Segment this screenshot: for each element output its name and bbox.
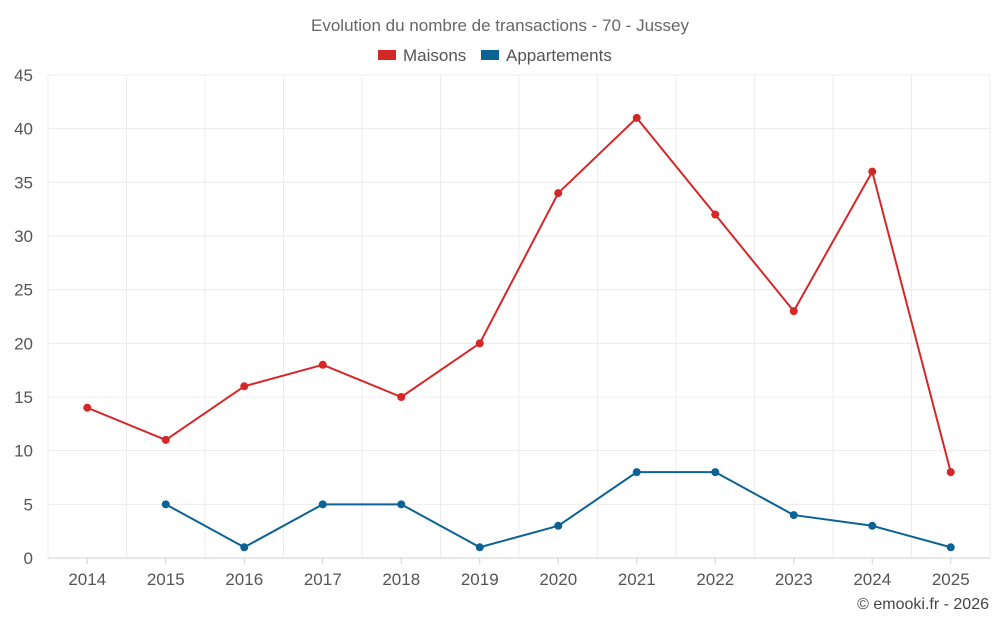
y-tick-label: 40 xyxy=(14,120,33,139)
legend-label-maisons[interactable]: Maisons xyxy=(403,46,466,65)
x-tick-label: 2021 xyxy=(618,570,656,589)
data-point-appartements[interactable] xyxy=(161,500,170,509)
legend-swatch-appartements xyxy=(481,50,499,60)
x-tick-label: 2025 xyxy=(932,570,970,589)
series-line-maisons xyxy=(86,116,952,473)
data-point-maisons[interactable] xyxy=(632,113,641,122)
data-point-maisons[interactable] xyxy=(240,382,249,391)
x-tick-label: 2022 xyxy=(696,570,734,589)
x-tick-label: 2015 xyxy=(147,570,185,589)
x-tick-label: 2017 xyxy=(304,570,342,589)
legend-label-appartements[interactable]: Appartements xyxy=(506,46,612,65)
legend-swatch-maisons xyxy=(378,50,396,60)
data-point-appartements[interactable] xyxy=(240,543,249,552)
y-tick-label: 35 xyxy=(14,173,33,192)
data-point-maisons[interactable] xyxy=(397,393,406,401)
data-point-appartements[interactable] xyxy=(318,500,327,509)
y-tick-label: 5 xyxy=(24,495,33,514)
y-tick-label: 25 xyxy=(14,281,33,300)
x-tick-label: 2018 xyxy=(382,570,420,589)
data-point-maisons[interactable] xyxy=(946,468,955,477)
data-point-appartements[interactable] xyxy=(397,500,406,509)
data-point-appartements[interactable] xyxy=(946,543,955,552)
data-point-appartements[interactable] xyxy=(711,468,720,477)
chart-title: Evolution du nombre de transactions - 70… xyxy=(311,16,689,35)
x-tick-label: 2024 xyxy=(853,570,891,589)
y-tick-label: 0 xyxy=(24,549,33,568)
y-tick-label: 45 xyxy=(14,66,33,85)
x-tick-label: 2016 xyxy=(225,570,263,589)
data-point-maisons[interactable] xyxy=(318,360,327,369)
grid xyxy=(47,74,991,559)
data-point-maisons[interactable] xyxy=(554,189,563,198)
data-point-appartements[interactable] xyxy=(554,521,563,530)
y-axis-ticks: 0 5 10 15 20 25 30 35 40 45 xyxy=(14,66,33,568)
y-tick-label: 30 xyxy=(14,227,33,246)
x-tick-label: 2014 xyxy=(68,570,106,589)
data-point-maisons[interactable] xyxy=(789,307,798,316)
data-point-appartements[interactable] xyxy=(632,468,641,477)
legend: Maisons Appartements xyxy=(378,46,612,65)
x-tick-label: 2020 xyxy=(539,570,577,589)
x-tick-label: 2023 xyxy=(775,570,813,589)
data-point-maisons[interactable] xyxy=(711,210,720,219)
series xyxy=(83,113,955,552)
data-point-appartements[interactable] xyxy=(475,543,484,552)
y-tick-label: 15 xyxy=(14,388,33,407)
data-point-maisons[interactable] xyxy=(475,339,484,348)
x-tick-label: 2019 xyxy=(461,570,499,589)
x-axis-ticks: 2014 2015 2016 2017 2018 2019 2020 2021 2022 2023… xyxy=(68,558,970,589)
credit-text: © emooki.fr - 2026 xyxy=(857,596,989,613)
y-tick-label: 10 xyxy=(14,442,33,461)
y-tick-label: 20 xyxy=(14,334,33,353)
data-point-appartements[interactable] xyxy=(868,521,877,530)
data-point-maisons[interactable] xyxy=(161,435,170,444)
data-point-maisons[interactable] xyxy=(83,403,92,412)
data-point-maisons[interactable] xyxy=(868,167,877,176)
data-point-appartements[interactable] xyxy=(789,511,798,520)
